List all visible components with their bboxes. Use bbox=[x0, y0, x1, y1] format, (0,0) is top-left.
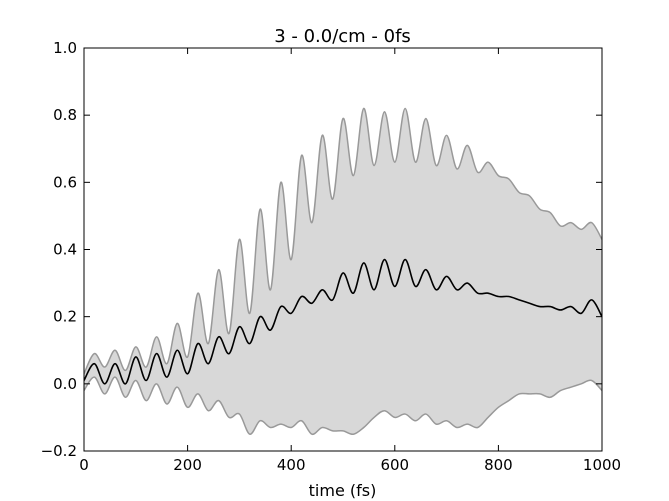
band-upper-edge bbox=[84, 107, 602, 375]
x-tick-label: 1000 bbox=[583, 456, 621, 474]
x-axis-label: time (fs) bbox=[309, 481, 377, 500]
y-tick-label: 0.8 bbox=[53, 106, 77, 124]
y-tick-label: 0.6 bbox=[53, 173, 77, 191]
y-axis-ticks: −0.2 0.0 0.2 0.4 0.6 0.8 1.0 bbox=[41, 39, 602, 460]
x-axis-ticks: 0 200 400 600 800 1000 bbox=[79, 48, 621, 474]
x-tick-label: 200 bbox=[173, 456, 202, 474]
plot-area bbox=[84, 107, 602, 436]
x-tick-label: 0 bbox=[79, 456, 89, 474]
y-tick-label: 1.0 bbox=[53, 39, 77, 57]
band-lower-edge bbox=[84, 376, 602, 436]
y-tick-label: 0.0 bbox=[53, 375, 77, 393]
x-tick-label: 400 bbox=[277, 456, 306, 474]
chart-title: 3 - 0.0/cm - 0fs bbox=[274, 26, 411, 47]
x-tick-label: 800 bbox=[484, 456, 513, 474]
y-tick-label: 0.4 bbox=[53, 241, 77, 259]
band-fill bbox=[84, 108, 602, 435]
y-tick-label: −0.2 bbox=[41, 442, 77, 460]
x-tick-label: 600 bbox=[380, 456, 409, 474]
y-tick-label: 0.2 bbox=[53, 308, 77, 326]
series-line-mean bbox=[84, 258, 602, 385]
